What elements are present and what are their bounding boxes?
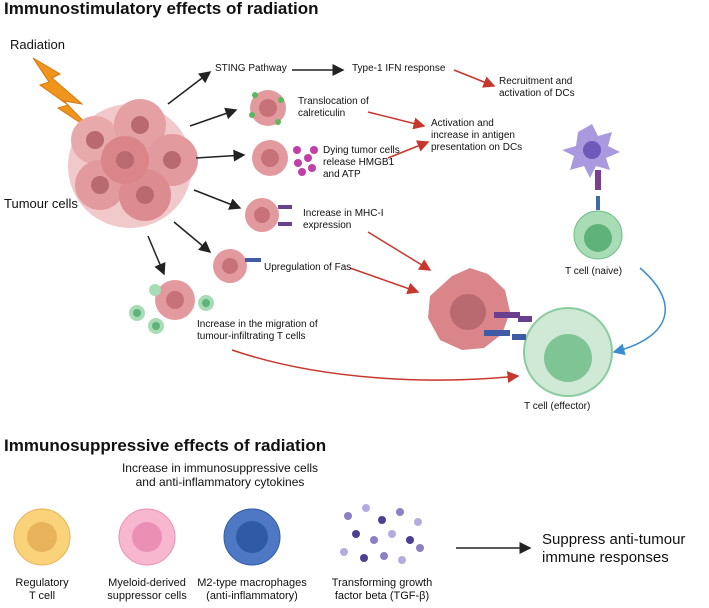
fas-cell-icon xyxy=(213,249,261,283)
arrow-tumour-to-hmgb1 xyxy=(195,149,246,162)
stimulatory-title: Immunostimulatory effects of radiation xyxy=(4,0,319,18)
dendritic-cell-icon xyxy=(562,124,620,210)
effector-t-cell-label: T cell (effector) xyxy=(524,401,591,412)
mhc-cell-icon xyxy=(245,198,292,232)
ifn-label: Type-1 IFN response xyxy=(352,63,446,74)
tumour-mass-icon xyxy=(68,99,198,228)
sting-label: STING Pathway xyxy=(215,63,287,74)
arrow-tumour-to-fas xyxy=(173,221,212,253)
naive-t-cell-label: T cell (naive) xyxy=(565,266,623,277)
arrow-fas-to-tumour-cell xyxy=(349,267,420,295)
hmgb1-cell-icon xyxy=(252,140,318,176)
mdsc-icon xyxy=(118,508,176,566)
arrow-migration-to-effector xyxy=(231,349,520,384)
regulatory-t-cell-label: Regulatory T cell xyxy=(15,577,69,602)
arrow-tumour-to-migration xyxy=(147,235,166,276)
m2-macrophage-icon xyxy=(223,508,281,566)
arrow-ifn-to-recruitment xyxy=(453,69,496,88)
outcome-label: Suppress anti-tumour immune responses xyxy=(542,531,686,566)
arrow-hmgb1-to-activation xyxy=(387,140,430,159)
calreticulin-cell-icon xyxy=(249,90,286,126)
migration-cells-icon xyxy=(129,280,214,334)
radiation-label: Radiation xyxy=(10,37,65,52)
calreticulin-label: Translocation of calreticulin xyxy=(298,96,369,119)
mhc-label: Increase in MHC-I expression xyxy=(303,208,384,231)
arrow-mhc-to-tumour-cell xyxy=(367,231,432,271)
tgf-beta-icon xyxy=(340,504,424,564)
arrow-naive-to-effector xyxy=(612,267,666,356)
target-tumour-cell-icon xyxy=(428,268,520,350)
mdsc-label: Myeloid-derived suppressor cells xyxy=(107,577,187,602)
recruitment-label: Recruitment and activation of DCs xyxy=(499,76,575,99)
activation-label: Activation and increase in antigen prese… xyxy=(431,118,523,153)
arrow-calreticulin-to-activation xyxy=(367,111,426,130)
arrow-tumour-to-calreticulin xyxy=(189,107,238,127)
arrow-tumour-to-mhc xyxy=(193,189,242,210)
effector-t-cell-icon xyxy=(512,307,613,397)
suppressive-title: Immunosuppressive effects of radiation xyxy=(4,436,327,455)
tumour-cells-label: Tumour cells xyxy=(4,196,78,211)
migration-label: Increase in the migration of tumour-infi… xyxy=(197,319,318,342)
tgf-beta-label: Transforming growth factor beta (TGF-β) xyxy=(331,577,433,602)
m2-macrophage-label: M2-type macrophages (anti-inflammatory) xyxy=(197,577,307,602)
hmgb1-label: Dying tumor cells release HMGB1 and ATP xyxy=(323,145,400,180)
regulatory-t-cell-icon xyxy=(13,508,71,566)
suppressive-subtitle: Increase in immunosuppressive cells and … xyxy=(121,461,319,490)
fas-label: Upregulation of Fas xyxy=(264,262,352,273)
arrow-tumour-to-sting xyxy=(167,71,212,105)
naive-t-cell-icon xyxy=(573,210,623,260)
